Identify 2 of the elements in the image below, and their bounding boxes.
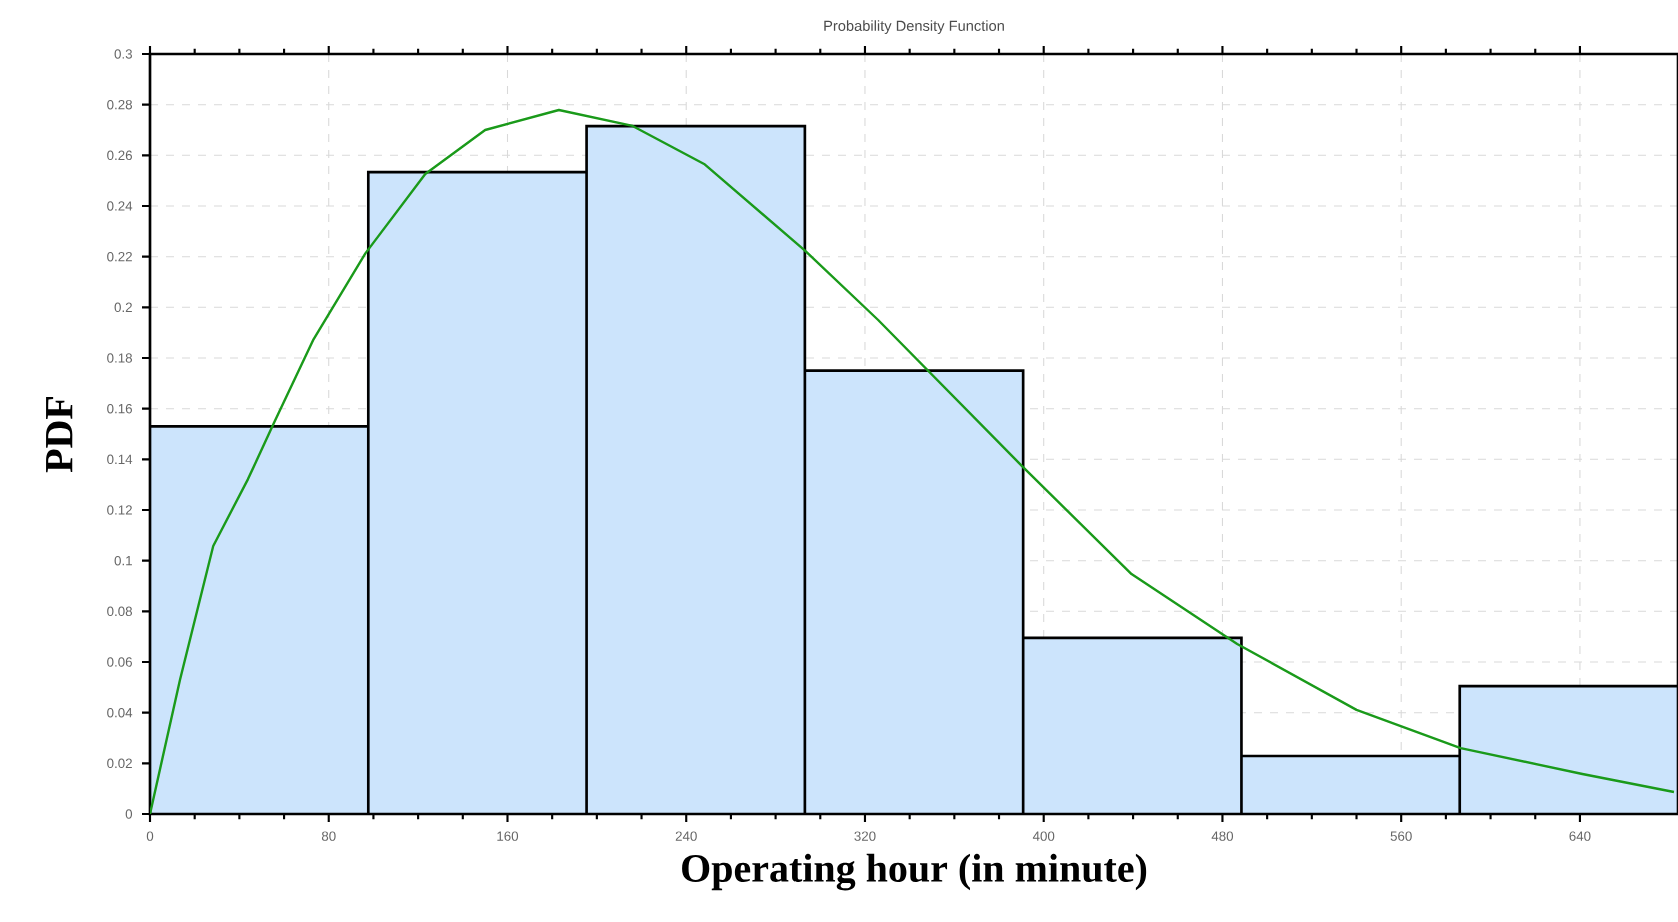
y-axis-title: PDF bbox=[46, 397, 73, 473]
x-axis-title: Operating hour (in minute) bbox=[682, 853, 1147, 891]
